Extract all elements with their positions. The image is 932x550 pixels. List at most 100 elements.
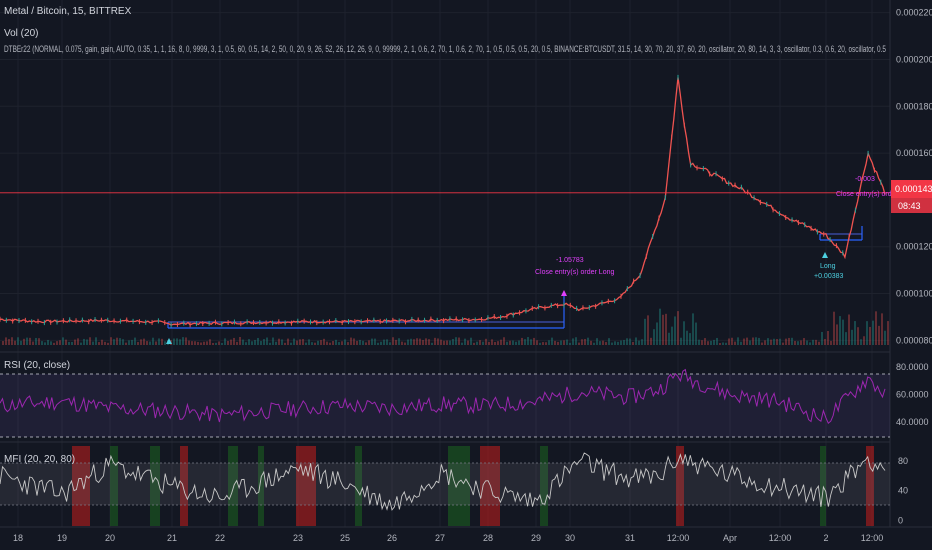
volume-legend[interactable]: Vol (20)	[4, 28, 38, 39]
volume-bar	[119, 338, 121, 345]
volume-bar	[584, 338, 586, 345]
volume-bar	[68, 341, 70, 345]
volume-bar	[503, 337, 505, 345]
volume-bar	[617, 341, 619, 345]
volume-bar	[794, 340, 796, 345]
volume-bar	[107, 342, 109, 345]
rsi-axis-tick: 80.0000	[896, 362, 929, 372]
volume-bar	[56, 341, 58, 345]
rsi-legend[interactable]: RSI (20, close)	[4, 360, 70, 371]
volume-bar	[314, 342, 316, 345]
volume-bar	[647, 315, 649, 345]
volume-bar	[653, 329, 655, 345]
volume-bar	[122, 339, 124, 345]
volume-bar	[848, 314, 850, 345]
volume-bar	[488, 341, 490, 345]
strategy-legend[interactable]: DTBEr22 (NORMAL, 0.075, gain, gain, AUTO…	[4, 44, 886, 54]
time-axis[interactable]: 18 19 20 21 22 23 25 26 27 28 29 30 31 12:00 Apr 12:00 2…	[13, 533, 883, 543]
volume-bar	[767, 338, 769, 345]
volume-bar	[578, 342, 580, 345]
volume-bar	[590, 340, 592, 345]
current-price-value: 0.00014304	[895, 184, 932, 194]
volume-bar	[806, 340, 808, 345]
symbol-title[interactable]: Metal / Bitcoin, 15, BITTREX	[4, 6, 132, 17]
volume-bar	[212, 342, 214, 345]
mfi-oversold-zone	[540, 446, 548, 526]
volume-bar	[224, 338, 226, 345]
volume-bar	[746, 337, 748, 345]
volume-bar	[440, 339, 442, 345]
volume-bar	[815, 339, 817, 345]
volume-bar	[626, 338, 628, 345]
volume-bar	[134, 337, 136, 345]
volume-bar	[299, 339, 301, 345]
volume-bar	[644, 318, 646, 345]
volume-bar	[761, 342, 763, 345]
volume-bar	[20, 340, 22, 345]
grid-lines	[0, 0, 890, 527]
volume-bar	[560, 340, 562, 345]
volume-bar	[659, 308, 661, 345]
mfi-legend[interactable]: MFI (20, 20, 80)	[4, 454, 75, 465]
volume-bar	[677, 311, 679, 345]
volume-bar	[884, 330, 886, 345]
time-axis-tick: 2	[823, 533, 828, 543]
volume-bar	[728, 338, 730, 345]
countdown-tag	[891, 198, 932, 213]
price-pane[interactable]	[0, 74, 890, 345]
mfi-oversold-zone	[448, 446, 470, 526]
volume-bar	[152, 337, 154, 345]
volume-bar	[635, 337, 637, 345]
volume-bar	[698, 339, 700, 345]
volume-bar	[425, 338, 427, 345]
volume-bar	[509, 340, 511, 345]
volume-bar	[731, 337, 733, 345]
volume-bar	[236, 341, 238, 345]
volume-bar	[575, 337, 577, 345]
price-candles	[0, 74, 882, 328]
volume-bar	[284, 342, 286, 345]
volume-bar	[872, 320, 874, 345]
volume-bar	[332, 341, 334, 345]
volume-bar	[464, 338, 466, 345]
volume-bar	[62, 337, 64, 345]
volume-bar	[11, 337, 13, 345]
rsi-pane[interactable]	[0, 368, 890, 438]
mfi-oversold-zone	[820, 446, 826, 526]
rsi-axis-tick: 60.0000	[896, 390, 929, 400]
volume-bar	[113, 339, 115, 345]
volume-bar	[449, 340, 451, 345]
volume-bar	[101, 339, 103, 345]
time-axis-tick: 25	[340, 533, 350, 543]
time-axis-tick: 20	[105, 533, 115, 543]
volume-bar	[308, 339, 310, 345]
mfi-axis[interactable]: 80 40 0	[898, 456, 908, 525]
volume-bar	[269, 342, 271, 345]
volume-bar	[209, 339, 211, 345]
rsi-axis[interactable]: 80.0000 60.0000 40.0000	[896, 362, 929, 427]
volume-bar	[716, 337, 718, 345]
price-axis-tick: 0.00022000	[896, 8, 932, 18]
volume-bar	[398, 338, 400, 345]
volume-bar	[353, 338, 355, 345]
volume-bar	[755, 337, 757, 345]
price-axis[interactable]: 0.00022000 0.00020000 0.00018000 0.00016000…	[896, 8, 932, 346]
time-axis-tick: Apr	[723, 533, 737, 543]
trade3-value: -0.003	[855, 176, 875, 183]
volume-bar	[566, 339, 568, 345]
volume-bar	[47, 339, 49, 345]
volume-bar	[743, 338, 745, 345]
mfi-axis-tick: 40	[898, 486, 908, 496]
mfi-pane[interactable]	[0, 446, 890, 526]
volume-bar	[557, 341, 559, 345]
volume-bar	[149, 341, 151, 345]
volume-bar	[668, 332, 670, 345]
volume-bar	[104, 341, 106, 345]
volume-bar	[260, 341, 262, 345]
volume-bar	[143, 338, 145, 345]
time-axis-tick: 21	[167, 533, 177, 543]
volume-bar	[233, 337, 235, 345]
volume-bar	[413, 339, 415, 345]
volume-bar	[638, 340, 640, 345]
volume-bar	[38, 338, 40, 345]
